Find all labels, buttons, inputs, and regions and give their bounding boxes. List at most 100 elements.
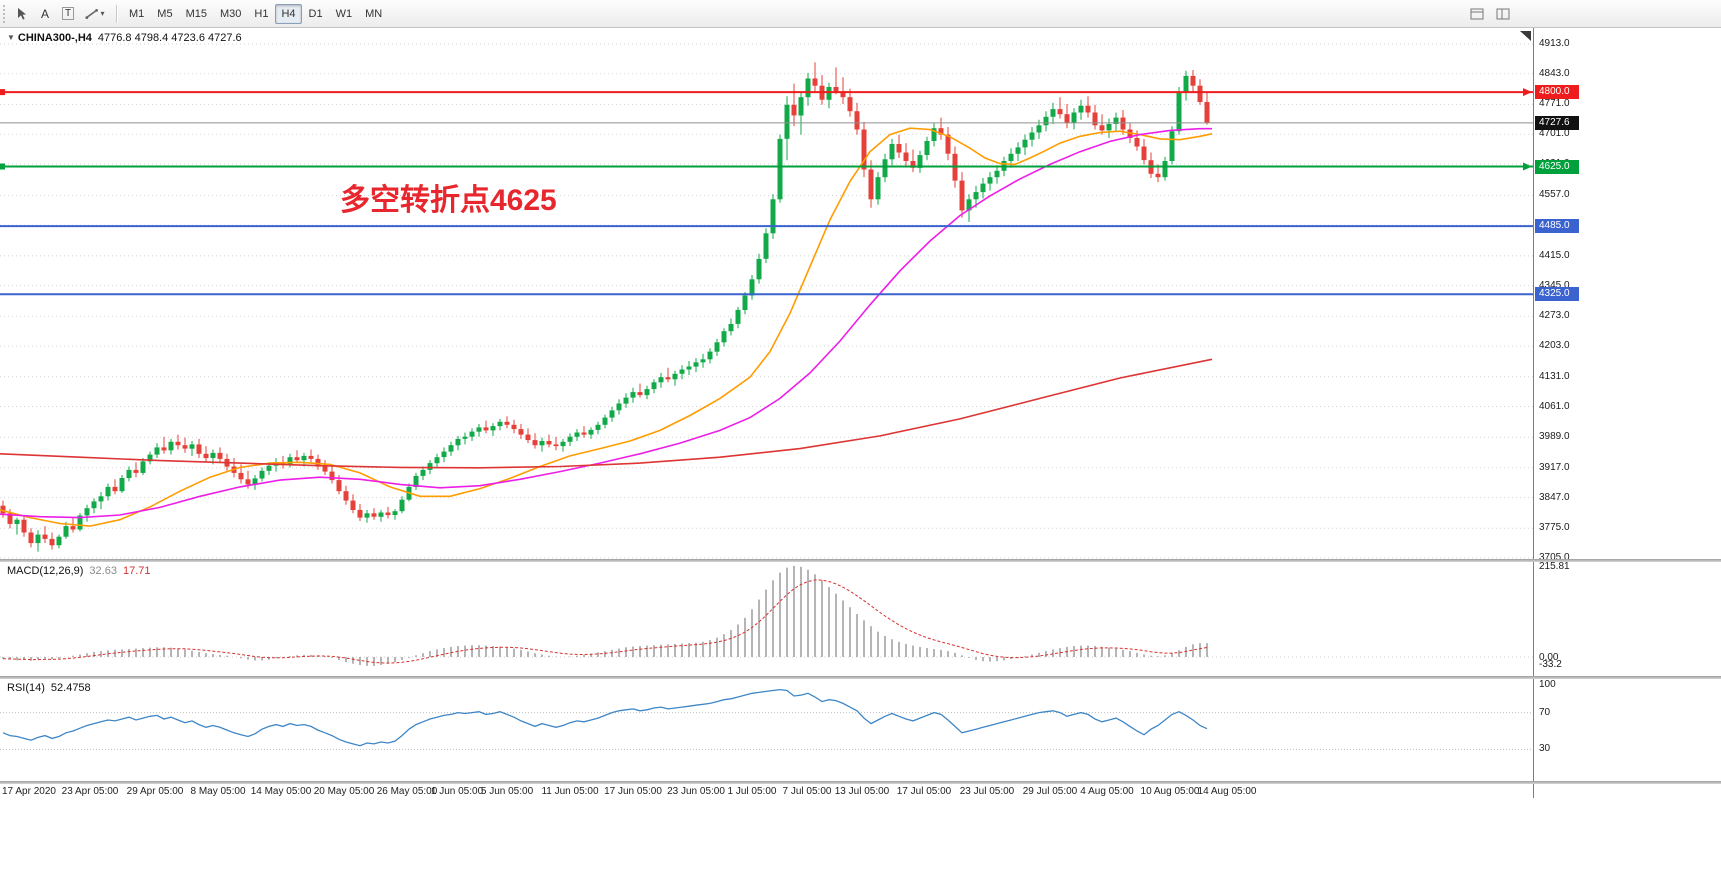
symbol-ohlc-values: 4776.8 4798.4 4723.6 4727.6 — [97, 32, 242, 44]
price-axis-label: 4701.0 — [1539, 128, 1570, 140]
timeframe-button-d1[interactable]: D1 — [308, 7, 323, 20]
timeframe-button-m30[interactable]: M30 — [219, 7, 242, 20]
timeframe-button-mn[interactable]: MN — [365, 7, 383, 20]
price-axis-label: 3917.0 — [1539, 461, 1570, 473]
time-axis-label: 17 Jun 05:00 — [604, 786, 662, 797]
rsi-axis-label: 70 — [1539, 706, 1551, 718]
macd-histogram — [2, 565, 1208, 666]
pointer-tool-button[interactable] — [11, 3, 33, 25]
macd-signal-line — [2, 579, 1208, 664]
macd-signal-value: 17.71 — [122, 565, 151, 577]
shapes-tool-button[interactable]: ▾ — [80, 3, 110, 25]
chart-annotation-text[interactable]: 多空转折点4625 — [340, 184, 557, 217]
price-badge-4625.0: 4625.0 — [1535, 159, 1579, 174]
price-axis-label: 3847.0 — [1539, 491, 1570, 503]
timeframe-button-h4[interactable]: H4 — [275, 3, 302, 24]
rsi-label: RSI(14) 52.4758 — [7, 682, 91, 694]
price-axis-label: 3775.0 — [1539, 522, 1570, 534]
ma_mid-moving-average-line[interactable] — [0, 127, 1212, 519]
toolbar-separator — [116, 4, 117, 23]
price-axis-label: 4061.0 — [1539, 400, 1570, 412]
price-axis-label: 4415.0 — [1539, 249, 1570, 261]
candlestick-series — [0, 62, 1210, 552]
time-axis-label: 26 May 05:00 — [376, 786, 438, 797]
time-axis-label: 13 Jul 05:00 — [834, 786, 890, 797]
line-left-marker — [0, 89, 5, 96]
price-badge-4325.0: 4325.0 — [1535, 287, 1579, 302]
time-axis-label: 1 Jul 05:00 — [727, 786, 777, 797]
time-axis-label: 4 Aug 05:00 — [1080, 786, 1134, 797]
text-label-icon: T — [61, 7, 75, 20]
time-axis-label: 29 Apr 05:00 — [126, 786, 184, 797]
macd-indicator-chart[interactable] — [0, 560, 1533, 677]
time-axis-label: 11 Jun 05:00 — [541, 786, 599, 797]
price-badge-4800.0: 4800.0 — [1535, 85, 1579, 100]
top-toolbar: A T ▾ M1 M5 M15 M30 H1 H4 D1 W1 MN — [0, 0, 1721, 28]
macd-panel-separator[interactable] — [0, 559, 1721, 562]
main-price-chart[interactable]: 多空转折点4625 — [0, 28, 1533, 560]
rsi-panel-separator[interactable] — [0, 676, 1721, 679]
rsi-line — [2, 688, 1208, 747]
macd-axis-label: 215.81 — [1539, 560, 1570, 572]
line-right-arrow — [1523, 162, 1532, 171]
list-icon — [1496, 8, 1510, 20]
pointer-icon — [18, 7, 26, 20]
current-price-badge-4727.6: 4727.6 — [1535, 115, 1579, 130]
macd-axis-label: -33.2 — [1539, 659, 1562, 670]
time-axis-label: 7 Jul 05:00 — [782, 786, 832, 797]
macd-name: MACD(12,26,9) — [7, 565, 84, 577]
timeframe-button-m15[interactable]: M15 — [185, 7, 207, 20]
time-axis-label: 20 May 05:00 — [313, 786, 375, 797]
price-axis-label: 3705.0 — [1539, 552, 1570, 563]
rsi-axis-label: 30 — [1539, 743, 1551, 755]
timeframe-button-h1[interactable]: H1 — [254, 7, 269, 20]
symbol-title: ▼ CHINA300-,H4 4776.8 4798.4 4723.6 4727.6 — [7, 32, 242, 44]
line-right-arrow — [1523, 88, 1532, 97]
time-axis-label: 10 Aug 05:00 — [1140, 786, 1200, 797]
price-axis-label: 4131.0 — [1539, 370, 1570, 382]
time-axis-label: 8 May 05:00 — [190, 786, 246, 797]
time-axis[interactable]: 17 Apr 2020 23 Apr 05:00 29 Apr 05:00 8 May… — [0, 782, 1533, 798]
time-axis-label: 1 Jun 05:00 — [430, 786, 484, 797]
time-axis-label: 17 Jul 05:00 — [896, 786, 952, 797]
rsi-value: 52.4758 — [50, 682, 91, 694]
price-axis-label: 4557.0 — [1539, 189, 1570, 201]
time-axis-label: 14 May 05:00 — [250, 786, 312, 797]
time-axis-separator — [0, 781, 1721, 784]
chart-list-button[interactable] — [1492, 3, 1514, 25]
macd-axis-label: 0.00 — [1539, 652, 1559, 663]
chart-menu-arrow-icon[interactable]: ▼ — [7, 33, 15, 42]
rsi-indicator-chart[interactable] — [0, 677, 1533, 782]
timeframe-button-m5[interactable]: M5 — [157, 7, 173, 20]
macd-label: MACD(12,26,9) 32.63 17.71 — [7, 565, 150, 577]
price-axis-label: 4913.0 — [1539, 38, 1570, 49]
time-axis-label: 17 Apr 2020 — [2, 786, 56, 797]
price-scale[interactable]: 4913.04843.04771.04701.04631.04557.04487… — [1533, 28, 1721, 798]
time-axis-label: 29 Jul 05:00 — [1022, 786, 1078, 797]
time-axis-label: 23 Apr 05:00 — [61, 786, 119, 797]
ma_fast-moving-average-line[interactable] — [0, 127, 1213, 527]
text-label-tool-button[interactable]: T — [57, 3, 79, 25]
price-axis-label: 4273.0 — [1539, 310, 1570, 322]
time-axis-label: 5 Jun 05:00 — [480, 786, 534, 797]
rsi-name: RSI(14) — [7, 682, 45, 694]
trendline-shapes-icon — [85, 8, 99, 19]
chart-window-button[interactable] — [1466, 3, 1488, 25]
rsi-axis-label: 100 — [1539, 679, 1556, 690]
chart-area[interactable]: 多空转折点4625 ▼ CHINA300-,H4 4776.8 4798.4 472… — [0, 28, 1721, 798]
toolbar-grip[interactable] — [3, 4, 7, 23]
chevron-down-icon: ▾ — [100, 9, 105, 18]
timeframe-group: M1 M5 M15 M30 H1 H4 D1 W1 MN — [123, 3, 388, 24]
symbol-name: CHINA300-,H4 — [17, 32, 92, 44]
text-tool-button[interactable]: A — [40, 6, 49, 21]
macd-main-value: 32.63 — [89, 565, 117, 577]
price-axis-label: 4843.0 — [1539, 67, 1570, 79]
price-axis-label: 4771.0 — [1539, 98, 1570, 110]
timeframe-button-m1[interactable]: M1 — [129, 7, 145, 20]
price-gridlines — [0, 43, 1533, 559]
time-axis-label: 23 Jul 05:00 — [959, 786, 1015, 797]
ma_slow-moving-average-line[interactable] — [0, 358, 1213, 469]
scale-corner-marker-icon — [1520, 31, 1531, 41]
timeframe-button-w1[interactable]: W1 — [335, 7, 353, 20]
price-axis-label: 4203.0 — [1539, 340, 1570, 352]
